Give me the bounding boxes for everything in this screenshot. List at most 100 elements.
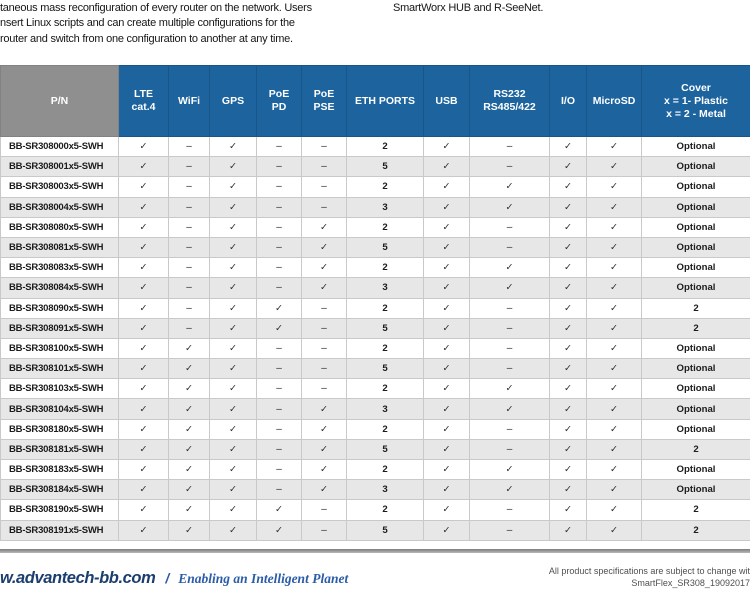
- check-icon: ✓: [564, 141, 572, 153]
- dash-icon: –: [506, 221, 513, 233]
- check-icon: ✓: [442, 484, 451, 496]
- cell-poe-pse: ✓: [301, 418, 347, 440]
- dash-icon: –: [321, 141, 327, 153]
- cell-cover: Optional: [641, 458, 750, 481]
- cell-gps: ✓: [209, 196, 257, 218]
- cell-value: 3: [382, 484, 388, 496]
- check-icon: ✓: [229, 161, 237, 173]
- cell-io: ✓: [549, 418, 587, 440]
- check-icon: ✓: [610, 282, 618, 294]
- dash-icon: –: [186, 141, 192, 153]
- cell-cover: Optional: [641, 176, 750, 198]
- dash-icon: –: [186, 282, 192, 294]
- cell-poe-pse: –: [301, 337, 347, 360]
- dash-icon: –: [276, 443, 282, 455]
- check-icon: ✓: [610, 221, 618, 233]
- cell-wifi: ✓: [168, 378, 210, 400]
- cell-value: 3: [382, 282, 388, 294]
- cell-wifi: ✓: [168, 479, 210, 501]
- column-header-line: RS232: [493, 88, 526, 100]
- cell-gps: ✓: [209, 458, 257, 481]
- check-icon: ✓: [139, 322, 148, 334]
- cell-value: Optional: [676, 282, 716, 294]
- part-number-cell: BB-SR308083x5-SWH: [0, 257, 119, 279]
- cell-wifi: ✓: [168, 358, 210, 380]
- check-icon: ✓: [139, 181, 148, 193]
- check-icon: ✓: [610, 464, 618, 476]
- cell-rs232: –: [469, 438, 550, 461]
- cell-poe-pse: –: [301, 135, 347, 158]
- column-header-microsd: MicroSD: [586, 65, 642, 137]
- check-icon: ✓: [564, 403, 572, 415]
- cell-rs232: –: [469, 156, 550, 178]
- cell-microsd: ✓: [586, 277, 642, 299]
- check-icon: ✓: [320, 262, 328, 274]
- cell-eth-ports: 3: [346, 398, 424, 420]
- cell-usb: ✓: [423, 499, 470, 521]
- column-header-poe-pse: PoE PSE: [301, 65, 347, 137]
- check-icon: ✓: [610, 322, 618, 334]
- check-icon: ✓: [505, 201, 514, 213]
- cell-microsd: ✓: [586, 216, 642, 238]
- cell-lte: ✓: [118, 358, 169, 380]
- check-icon: ✓: [275, 322, 283, 334]
- part-number-cell: BB-SR308184x5-SWH: [0, 479, 119, 501]
- cell-rs232: –: [469, 337, 550, 360]
- cell-wifi: ✓: [168, 337, 210, 360]
- cell-gps: ✓: [209, 176, 257, 198]
- part-number-cell: BB-SR308180x5-SWH: [0, 418, 119, 440]
- cell-cover: Optional: [641, 236, 750, 259]
- check-icon: ✓: [229, 464, 237, 476]
- check-icon: ✓: [229, 322, 237, 334]
- cell-value: 2: [693, 302, 699, 314]
- check-icon: ✓: [442, 383, 451, 395]
- footer-website-link[interactable]: w.advantech-bb.com: [0, 569, 156, 587]
- cell-value: Optional: [676, 221, 716, 233]
- footer-note-line1: All product specifications are subject t…: [548, 566, 750, 576]
- check-icon: ✓: [564, 423, 572, 435]
- footer-note: All product specifications are subject t…: [549, 566, 750, 589]
- check-icon: ✓: [229, 302, 237, 314]
- cell-poe-pd: –: [256, 257, 302, 279]
- cell-eth-ports: 3: [346, 196, 424, 218]
- cell-usb: ✓: [423, 216, 470, 238]
- column-header-line: x = 2 - Metal: [666, 107, 726, 120]
- cell-usb: ✓: [423, 196, 470, 218]
- check-icon: ✓: [442, 181, 451, 193]
- check-icon: ✓: [610, 484, 618, 496]
- check-icon: ✓: [139, 464, 148, 476]
- cell-rs232: ✓: [469, 479, 550, 501]
- cell-cover: Optional: [641, 479, 750, 501]
- cell-rs232: ✓: [469, 277, 550, 299]
- cell-value: 2: [382, 262, 388, 274]
- check-icon: ✓: [564, 322, 572, 334]
- part-number-cell: BB-SR308103x5-SWH: [0, 378, 119, 400]
- cell-lte: ✓: [118, 156, 169, 178]
- check-icon: ✓: [320, 282, 328, 294]
- cell-io: ✓: [549, 257, 587, 279]
- check-icon: ✓: [442, 282, 451, 294]
- check-icon: ✓: [320, 484, 328, 496]
- cell-rs232: –: [469, 358, 550, 380]
- check-icon: ✓: [610, 383, 618, 395]
- cell-poe-pse: ✓: [301, 257, 347, 279]
- cell-usb: ✓: [423, 418, 470, 440]
- check-icon: ✓: [442, 141, 451, 153]
- check-icon: ✓: [442, 363, 451, 375]
- cell-value: Optional: [676, 141, 716, 153]
- table-row: BB-SR308001x5-SWH ✓ – ✓ – – 5 ✓ – ✓ ✓ Optional: [0, 156, 750, 178]
- cell-eth-ports: 3: [346, 277, 424, 299]
- cell-lte: ✓: [118, 176, 169, 198]
- cell-microsd: ✓: [586, 337, 642, 360]
- dash-icon: –: [186, 181, 192, 193]
- cell-poe-pse: –: [301, 156, 347, 178]
- cell-poe-pse: ✓: [301, 479, 347, 501]
- cell-io: ✓: [549, 458, 587, 481]
- column-header-line: ETH PORTS: [354, 94, 416, 107]
- cell-lte: ✓: [118, 499, 169, 521]
- dash-icon: –: [276, 403, 282, 415]
- cell-gps: ✓: [209, 479, 257, 501]
- cell-lte: ✓: [118, 236, 169, 259]
- cell-lte: ✓: [118, 479, 169, 501]
- cell-io: ✓: [549, 297, 587, 319]
